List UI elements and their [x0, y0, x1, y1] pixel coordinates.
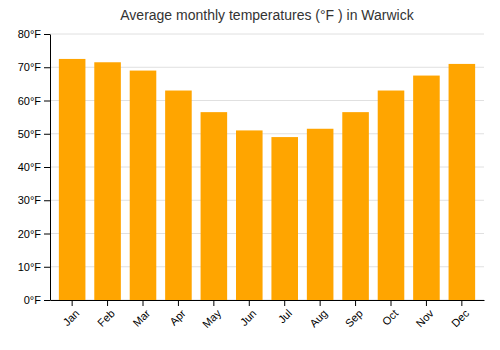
x-tick-mark [355, 300, 356, 306]
y-tick-mark [44, 34, 50, 35]
bar [94, 62, 121, 300]
y-tick: 70°F [18, 61, 50, 73]
x-tick-label: Aug [307, 307, 329, 329]
x-tick-mark [391, 300, 392, 306]
y-tick-mark [44, 67, 50, 68]
bar [449, 64, 476, 300]
y-tick-mark [44, 101, 50, 102]
bar [59, 59, 86, 300]
y-axis: 0°F 10°F 20°F 30°F 40°F 50°F 60°F 70°F 80°F [18, 28, 51, 306]
x-tick: Jun [238, 300, 259, 328]
x-tick-mark [213, 300, 214, 306]
x-tick-mark [143, 300, 144, 306]
x-tick: Mar [130, 300, 152, 329]
x-axis-line [51, 300, 485, 301]
x-tick-mark [249, 300, 250, 306]
chart-title: Average monthly temperatures (°F ) in Wa… [120, 7, 414, 23]
x-tick: Oct [380, 300, 401, 328]
x-tick-label: Sep [343, 307, 365, 329]
chart-container: Average monthly temperatures (°F ) in Wa… [0, 0, 500, 350]
y-tick: 50°F [18, 128, 50, 140]
x-tick-mark [284, 300, 285, 306]
x-tick-label: Oct [380, 307, 401, 328]
x-tick-label: May [200, 307, 224, 331]
bar [201, 112, 228, 300]
x-axis: Jan Feb Mar Apr May Jun Jul Aug Sep Oct Nov Dec [51, 300, 485, 330]
y-tick: 10°F [18, 261, 50, 273]
bar [307, 129, 334, 300]
y-tick-label: 70°F [18, 61, 42, 73]
y-tick-mark [44, 167, 50, 168]
bar [342, 112, 369, 300]
bar [271, 137, 298, 300]
y-tick-label: 10°F [18, 261, 42, 273]
y-tick-label: 30°F [18, 194, 42, 206]
x-tick-mark [426, 300, 427, 306]
y-tick-label: 20°F [18, 228, 42, 240]
bar [236, 130, 263, 300]
x-tick: Apr [167, 300, 188, 328]
y-tick: 80°F [18, 28, 50, 40]
y-tick-mark [44, 267, 50, 268]
x-tick: Sep [343, 300, 365, 329]
x-tick-label: Dec [449, 307, 472, 330]
y-tick-mark [44, 300, 50, 301]
y-tick-label: 50°F [18, 128, 42, 140]
y-tick: 30°F [18, 194, 50, 206]
y-tick: 0°F [24, 294, 50, 306]
x-tick: Aug [307, 300, 329, 329]
grid-line [50, 34, 484, 35]
y-tick-label: 60°F [18, 95, 42, 107]
y-tick: 60°F [18, 95, 50, 107]
x-tick-label: Jun [238, 307, 259, 328]
y-tick-mark [44, 200, 50, 201]
x-tick: Jan [60, 300, 81, 328]
grid [50, 34, 484, 300]
x-tick-label: Jul [276, 307, 294, 325]
x-tick-mark [107, 300, 108, 306]
x-tick-mark [178, 300, 179, 306]
y-tick: 20°F [18, 228, 50, 240]
x-tick-label: Mar [130, 307, 152, 329]
bars [59, 59, 475, 300]
x-tick-label: Nov [413, 307, 436, 330]
y-tick-label: 40°F [18, 161, 42, 173]
bar [165, 91, 192, 300]
x-tick-label: Feb [95, 307, 117, 329]
x-tick-label: Apr [167, 307, 188, 328]
x-tick-mark [72, 300, 73, 306]
bar [130, 71, 157, 300]
x-tick-mark [461, 300, 462, 306]
x-tick-mark [320, 300, 321, 306]
y-tick-mark [44, 234, 50, 235]
x-tick: Jul [276, 300, 294, 326]
bar [413, 76, 440, 300]
bar [378, 91, 405, 300]
y-tick-mark [44, 134, 50, 135]
y-axis-line [50, 35, 51, 301]
y-tick-label: 80°F [18, 28, 42, 40]
y-tick: 40°F [18, 161, 50, 173]
x-tick-label: Jan [60, 307, 81, 328]
y-tick-label: 0°F [24, 294, 42, 306]
chart-svg: Average monthly temperatures (°F ) in Wa… [0, 0, 500, 350]
x-tick: May [200, 300, 224, 330]
x-tick: Dec [449, 300, 472, 329]
x-tick: Feb [95, 300, 117, 329]
x-tick: Nov [413, 300, 436, 329]
